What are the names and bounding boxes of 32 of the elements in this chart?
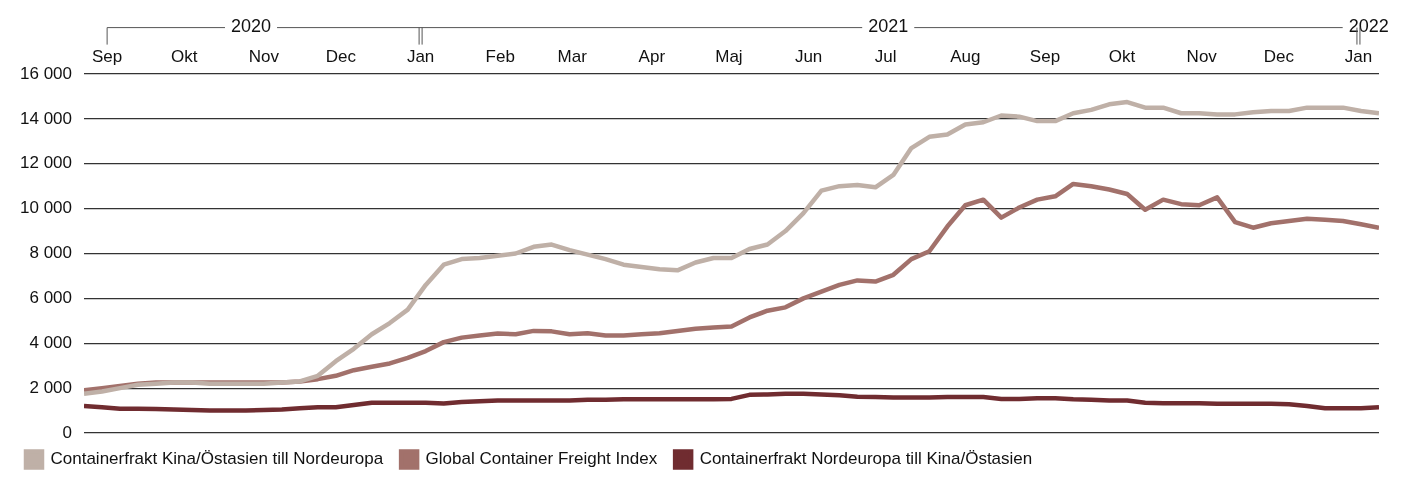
x-tick-label: Sep [1029,47,1061,67]
y-tick-label: 4 000 [29,332,72,352]
x-tick-label: Feb [485,47,515,67]
y-tick-label: 14 000 [20,108,72,128]
x-tick-label: Sep [92,47,123,67]
y-tick-label: 8 000 [29,243,72,263]
x-tick-label: Dec [1263,47,1295,67]
x2-tick-label: 2021 [868,15,909,36]
x-tick-label: Nov [1186,47,1218,67]
y-tick-label: 2 000 [29,377,72,397]
x-tick-label: Apr [638,47,666,67]
y-tick-label: 16 000 [20,63,72,83]
y-tick-label: 12 000 [20,153,72,173]
legend-label: Containerfrakt Nordeuropa till Kina/Östasien [699,449,1033,469]
x-tick-label: Maj [715,47,743,67]
y-tick-label: 10 000 [20,198,72,218]
y-tick-label: 6 000 [29,288,72,308]
x-tick-label: Jun [794,47,823,67]
x-tick-label: Mar [557,47,588,67]
y-tick-label: 0 [62,422,72,442]
x-tick-label: Jan [1344,47,1373,67]
x-tick-label: Okt [170,47,198,67]
legend-label: Containerfrakt Kina/Östasien till Nordeuropa [50,449,384,469]
x-tick-label: Aug [950,47,981,67]
x-tick-label: Dec [325,47,357,67]
x2-tick-label: 2022 [1348,15,1389,36]
x-tick-label: Okt [1108,47,1136,67]
legend-label: Global Container Freight Index [425,449,658,469]
x-tick-label: Nov [248,47,280,67]
x-tick-label: Jul [874,47,897,67]
x2-tick-label: 2020 [230,15,272,36]
x-tick-label: Jan [406,47,435,67]
